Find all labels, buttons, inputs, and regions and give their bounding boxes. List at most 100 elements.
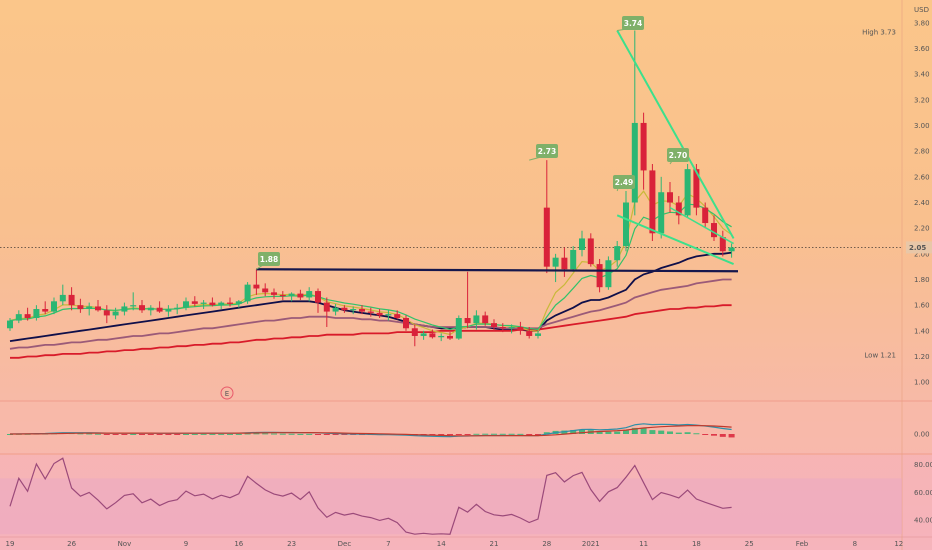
candle[interactable] [579, 238, 585, 250]
candle[interactable] [95, 306, 101, 311]
candle[interactable] [218, 302, 225, 306]
candle[interactable] [59, 294, 66, 302]
annotation-label: 2.73 [538, 147, 557, 156]
candle[interactable] [288, 293, 295, 297]
candle[interactable] [271, 292, 277, 295]
candle[interactable] [86, 306, 93, 310]
candle[interactable] [631, 122, 638, 203]
candle[interactable] [235, 301, 242, 304]
time-tick-label: 25 [745, 540, 754, 548]
candle[interactable] [385, 314, 392, 316]
candle[interactable] [403, 318, 409, 329]
candle[interactable] [570, 249, 577, 270]
macd-histogram-bar [491, 433, 497, 435]
candle[interactable] [183, 301, 189, 308]
candle[interactable] [429, 333, 436, 338]
candle[interactable] [420, 333, 427, 336]
candle[interactable] [447, 335, 453, 339]
candle[interactable] [367, 311, 374, 313]
candle[interactable] [244, 284, 251, 302]
candle[interactable] [693, 169, 700, 208]
annotation-tag[interactable] [536, 144, 558, 158]
candle[interactable] [675, 202, 682, 216]
candle[interactable] [623, 202, 629, 247]
macd-histogram-bar [482, 433, 489, 435]
candle[interactable] [350, 309, 357, 311]
price-tick-label: 2.80 [914, 148, 930, 156]
candle[interactable] [323, 302, 330, 312]
candle[interactable] [640, 122, 647, 171]
candle[interactable] [209, 302, 216, 306]
candle[interactable] [165, 309, 172, 312]
candle[interactable] [596, 264, 603, 288]
candle[interactable] [306, 291, 313, 298]
candle[interactable] [552, 257, 559, 267]
candle[interactable] [279, 294, 286, 297]
candle[interactable] [667, 192, 673, 203]
candle[interactable] [24, 314, 31, 318]
candle[interactable] [262, 288, 269, 293]
candle[interactable] [464, 318, 471, 324]
macd-histogram-bar [526, 434, 533, 435]
candle[interactable] [77, 305, 84, 310]
candle[interactable] [508, 326, 515, 329]
candle[interactable] [605, 260, 612, 288]
candle[interactable] [711, 223, 717, 238]
candle[interactable] [156, 307, 163, 312]
candle[interactable] [359, 309, 365, 312]
candle[interactable] [526, 330, 533, 336]
annotation-tag[interactable] [622, 16, 644, 30]
candle[interactable] [649, 170, 656, 234]
candle[interactable] [315, 291, 321, 303]
candle[interactable] [227, 302, 233, 304]
candle[interactable] [517, 326, 524, 331]
candle[interactable] [658, 192, 665, 234]
candle[interactable] [411, 328, 418, 336]
candle[interactable] [499, 326, 506, 329]
candle[interactable] [174, 307, 181, 310]
candle[interactable] [473, 315, 480, 324]
candle[interactable] [332, 307, 339, 312]
candle[interactable] [728, 247, 735, 252]
candle[interactable] [139, 305, 145, 311]
candle[interactable] [394, 314, 401, 318]
candle[interactable] [341, 307, 348, 311]
candle[interactable] [130, 305, 137, 307]
candle[interactable] [33, 309, 40, 318]
candle[interactable] [191, 301, 198, 304]
candle[interactable] [702, 207, 709, 224]
candle[interactable] [543, 207, 550, 267]
macd-histogram-bar [341, 434, 348, 435]
candle[interactable] [455, 318, 462, 339]
candle[interactable] [103, 310, 110, 316]
candle[interactable] [68, 294, 75, 306]
candle[interactable] [376, 312, 383, 316]
candle[interactable] [614, 246, 621, 261]
candle[interactable] [535, 333, 541, 336]
candle[interactable] [200, 302, 207, 304]
candle[interactable] [121, 306, 128, 312]
candle[interactable] [684, 169, 691, 216]
candle[interactable] [297, 293, 304, 298]
candle[interactable] [112, 311, 119, 316]
macd-histogram-bar [649, 430, 656, 434]
candle[interactable] [438, 335, 445, 338]
candle[interactable] [147, 307, 154, 311]
candle[interactable] [42, 309, 49, 312]
candle[interactable] [587, 238, 594, 265]
candle[interactable] [482, 315, 489, 324]
candle[interactable] [15, 314, 22, 321]
annotation-tag[interactable] [667, 148, 689, 162]
candle[interactable] [7, 320, 13, 329]
candle[interactable] [561, 257, 568, 270]
candle[interactable] [51, 301, 57, 312]
event-marker-icon[interactable] [220, 386, 234, 400]
annotation-tag[interactable] [613, 175, 635, 189]
candle[interactable] [253, 284, 260, 289]
time-tick-label: 2021 [582, 540, 600, 548]
annotation-tag[interactable] [258, 252, 280, 266]
candle[interactable] [719, 237, 726, 252]
candle[interactable] [491, 323, 497, 327]
annotation-label: 2.49 [615, 178, 634, 187]
